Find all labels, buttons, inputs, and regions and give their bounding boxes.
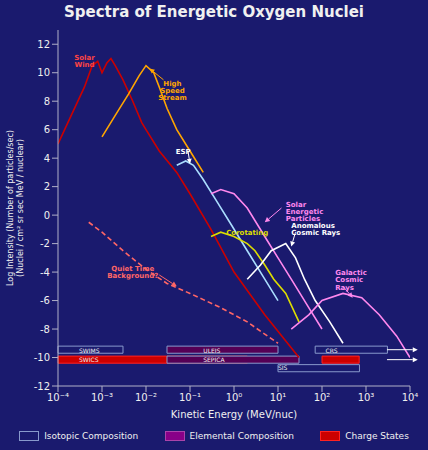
svg-text:-6: -6 — [40, 295, 50, 306]
svg-text:Quiet TimeBackground?: Quiet TimeBackground? — [107, 265, 158, 280]
svg-text:Kinetic Energy (MeV/nuc): Kinetic Energy (MeV/nuc) — [171, 409, 297, 420]
svg-text:10⁻⁴: 10⁻⁴ — [47, 392, 69, 403]
svg-text:4: 4 — [44, 153, 50, 164]
html-text:Isotopic Composition: Isotopic Composition — [44, 431, 139, 441]
svg-text:2: 2 — [44, 181, 50, 192]
svg-text:8: 8 — [44, 96, 50, 107]
svg-text:SolarEnergeticParticles: SolarEnergeticParticles — [286, 201, 324, 223]
svg-text:Log Intensity (Number of parti: Log Intensity (Number of particles/sec)(… — [8, 130, 25, 286]
svg-text:10¹: 10¹ — [270, 392, 287, 403]
svg-text:10⁴: 10⁴ — [402, 392, 419, 403]
svg-text:HighSpeedStream: HighSpeedStream — [158, 80, 187, 102]
svg-text:SEPICA: SEPICA — [203, 356, 225, 363]
svg-text:SWIMS: SWIMS — [79, 347, 100, 354]
svg-text:6: 6 — [44, 124, 50, 135]
svg-text:Corotating: Corotating — [226, 229, 268, 237]
svg-text:AnomalousCosmic Rays: AnomalousCosmic Rays — [291, 222, 340, 237]
svg-text:ESP: ESP — [176, 148, 191, 156]
svg-text:SolarWind: SolarWind — [74, 54, 95, 69]
svg-text:10⁻³: 10⁻³ — [91, 392, 113, 403]
svg-text:-8: -8 — [40, 324, 50, 335]
svg-text:-2: -2 — [40, 238, 50, 249]
svg-text:10⁰: 10⁰ — [226, 392, 243, 403]
svg-text:CRS: CRS — [325, 347, 337, 354]
svg-text:ULEIS: ULEIS — [203, 347, 220, 354]
html-text:Spectra of Energetic Oxygen Nu: Spectra of Energetic Oxygen Nuclei — [64, 3, 364, 21]
html-text:Charge States: Charge States — [345, 431, 409, 441]
svg-text:0: 0 — [44, 210, 50, 221]
svg-text:-10: -10 — [34, 352, 50, 363]
svg-text:10⁻²: 10⁻² — [135, 392, 157, 403]
svg-text:SWICS: SWICS — [79, 356, 99, 363]
svg-text:GalacticCosmicRays: GalacticCosmicRays — [335, 269, 367, 291]
svg-text:10: 10 — [37, 67, 50, 78]
svg-text:12: 12 — [37, 39, 50, 50]
svg-text:10²: 10² — [314, 392, 331, 403]
html-text:Elemental Composition: Elemental Composition — [189, 431, 294, 441]
svg-text:10⁻¹: 10⁻¹ — [179, 392, 201, 403]
svg-text:-12: -12 — [34, 381, 50, 392]
svg-text:SIS: SIS — [278, 364, 288, 371]
svg-text:10³: 10³ — [358, 392, 375, 403]
svg-text:-4: -4 — [40, 267, 50, 278]
